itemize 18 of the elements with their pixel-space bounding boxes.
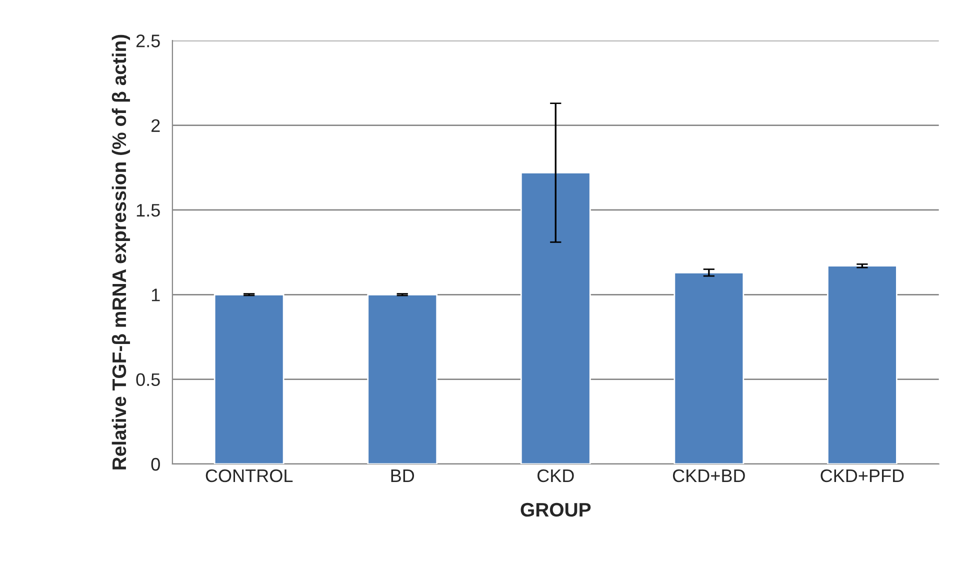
- x-tick-label: BD: [391, 470, 414, 482]
- bar: [214, 294, 284, 464]
- y-tick-label: 1: [152, 288, 160, 302]
- x-axis-title: GROUP: [520, 502, 591, 517]
- y-tick-label: 1.5: [136, 204, 160, 217]
- y-axis-title: Relative TGF-β mRNA expression (% of β actin): [112, 34, 130, 470]
- x-tick-label: CKD: [537, 469, 574, 482]
- y-tick-label: 2: [152, 119, 160, 132]
- bar: [827, 265, 898, 464]
- y-tick-label: 2.5: [136, 34, 160, 48]
- x-tick-label: CKD+PFD: [820, 469, 904, 482]
- bar: [520, 172, 591, 464]
- bar: [674, 272, 744, 464]
- y-tick-label: 0: [151, 458, 160, 471]
- x-tick-label: CKD+BD: [672, 469, 745, 482]
- y-tick-label: 0.5: [136, 373, 160, 386]
- bar: [367, 294, 438, 464]
- x-tick-label: CONTROL: [206, 469, 293, 482]
